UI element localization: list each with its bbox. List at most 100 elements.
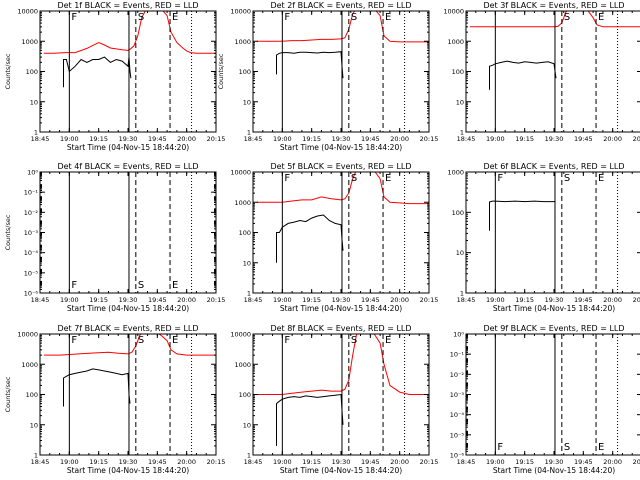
panel-title: Det 6f BLACK = Events, RED = LLD: [483, 162, 624, 171]
x-tick-label: 19:00: [486, 135, 505, 143]
panel-title: Det 9f BLACK = Events, RED = LLD: [483, 324, 624, 333]
x-tick-label: 19:15: [515, 135, 534, 143]
x-tick-label: 19:00: [273, 458, 292, 466]
x-tick-label: 19:30: [119, 296, 138, 304]
x-tick-label: 20:00: [177, 296, 196, 304]
y-tick-label: 1: [247, 129, 251, 137]
y-tick-label: 1: [247, 290, 251, 298]
y-tick-label: 10: [456, 249, 464, 257]
y-tick-label: 10: [243, 98, 251, 106]
x-tick-label: 18:45: [31, 296, 50, 304]
x-tick-label: 19:30: [332, 296, 351, 304]
x-axis-label: Start Time (04-Nov-15 18:44:20): [280, 143, 402, 152]
marker-label: E: [172, 12, 178, 23]
panel-det-2: Det 2f BLACK = Events, RED = LLD F S E 18:45…: [217, 1, 438, 152]
panel-title: Det 5f BLACK = Events, RED = LLD: [270, 162, 411, 171]
y-tick-label: 100: [239, 229, 251, 237]
x-tick-label: 19:45: [148, 296, 167, 304]
panel-title: Det 2f BLACK = Events, RED = LLD: [270, 1, 411, 10]
y-tick-label: 1000: [234, 361, 251, 369]
x-axis-label: Start Time (04-Nov-15 18:44:20): [67, 143, 189, 152]
x-tick-label: 19:15: [89, 296, 108, 304]
y-tick-label: 10⁰: [453, 331, 464, 339]
series-line-black: [276, 51, 344, 79]
y-tick-label: 100: [239, 68, 251, 76]
x-axis-label: Start Time (04-Nov-15 18:44:20): [493, 466, 615, 475]
x-tick-label: 19:15: [89, 135, 108, 143]
marker-label: S: [138, 335, 144, 346]
x-tick-label: 19:15: [302, 135, 321, 143]
y-tick-label: 100: [452, 209, 464, 217]
panel-title: Det 4f BLACK = Events, RED = LLD: [57, 162, 198, 171]
y-tick-label: 10000: [230, 331, 251, 339]
x-tick-label: 19:45: [148, 458, 167, 466]
x-tick-label: 20:15: [420, 135, 439, 143]
x-tick-label: 19:00: [486, 458, 505, 466]
y-tick-label: 100: [239, 391, 251, 399]
panel-title: Det 3f BLACK = Events, RED = LLD: [483, 1, 624, 10]
x-tick-label: 18:45: [244, 296, 263, 304]
series-line-black: [63, 56, 132, 88]
y-tick-label: 1: [460, 290, 464, 298]
marker-label: E: [598, 12, 604, 23]
plot-frame: [465, 333, 640, 456]
y-tick-label: 1000: [234, 38, 251, 46]
marker-label: S: [351, 173, 357, 184]
marker-label: S: [351, 12, 357, 23]
y-tick-label: 1000: [21, 361, 38, 369]
y-tick-label: 10000: [17, 8, 38, 16]
panel-det-1: Det 1f BLACK = Events, RED = LLD F S E 18:45…: [4, 1, 225, 152]
x-tick-label: 19:30: [119, 135, 138, 143]
y-tick-label: 10: [456, 98, 464, 106]
series-line-black: [276, 393, 344, 446]
x-tick-label: 19:30: [545, 296, 564, 304]
series-line-red: [469, 11, 640, 28]
marker-label: F: [284, 173, 290, 184]
y-tick-label: 100: [26, 68, 38, 76]
y-tick-label: 1000: [21, 38, 38, 46]
panel-det-9: Det 9f BLACK = Events, RED = LLD F S E 18:45…: [450, 324, 640, 475]
marker-label: E: [598, 442, 604, 453]
x-tick-label: 20:15: [420, 296, 439, 304]
x-tick-label: 19:00: [60, 296, 79, 304]
x-tick-label: 20:15: [207, 135, 226, 143]
panel-title: Det 8f BLACK = Events, RED = LLD: [270, 324, 411, 333]
x-axis-label: Start Time (04-Nov-15 18:44:20): [280, 304, 402, 313]
marker-label: S: [564, 442, 570, 453]
series-line-black: [489, 60, 557, 90]
y-tick-label: 10⁻⁴: [450, 411, 465, 419]
x-tick-label: 20:00: [603, 296, 622, 304]
x-tick-label: 18:45: [244, 458, 263, 466]
marker-label: S: [564, 173, 570, 184]
x-tick-label: 19:45: [148, 135, 167, 143]
y-tick-label: 1: [34, 452, 38, 460]
series-line-red: [256, 11, 429, 43]
x-tick-label: 18:45: [31, 135, 50, 143]
y-tick-label: 1000: [234, 199, 251, 207]
marker-label: E: [172, 280, 178, 291]
y-tick-label: 10⁻⁵: [24, 269, 39, 277]
panel-det-8: Det 8f BLACK = Events, RED = LLD F S E 18:45…: [230, 324, 438, 475]
y-tick-label: 10⁻¹: [450, 351, 465, 359]
panel-det-6: Det 6f BLACK = Events, RED = LLD F S E 18:45…: [447, 162, 640, 313]
x-tick-label: 19:00: [60, 135, 79, 143]
series-line-black: [276, 214, 344, 263]
marker-label: S: [138, 280, 144, 291]
x-tick-label: 20:15: [420, 458, 439, 466]
series-line-red: [43, 11, 216, 54]
x-tick-label: 18:45: [244, 135, 263, 143]
y-tick-label: 10000: [17, 331, 38, 339]
marker-label: F: [71, 335, 77, 346]
x-axis-label: Start Time (04-Nov-15 18:44:20): [493, 304, 615, 313]
panel-det-5: Det 5f BLACK = Events, RED = LLD F S E 18:45…: [230, 162, 438, 313]
x-axis-label: Start Time (04-Nov-15 18:44:20): [67, 304, 189, 313]
plot-frame: [39, 171, 217, 294]
x-tick-label: 18:45: [457, 458, 476, 466]
x-tick-label: 19:00: [273, 135, 292, 143]
x-axis-label: Start Time (04-Nov-15 18:44:20): [280, 466, 402, 475]
y-tick-label: 10000: [230, 8, 251, 16]
marker-label: F: [284, 12, 290, 23]
x-tick-label: 18:45: [457, 135, 476, 143]
y-tick-label: 100: [26, 391, 38, 399]
x-tick-label: 19:45: [574, 296, 593, 304]
